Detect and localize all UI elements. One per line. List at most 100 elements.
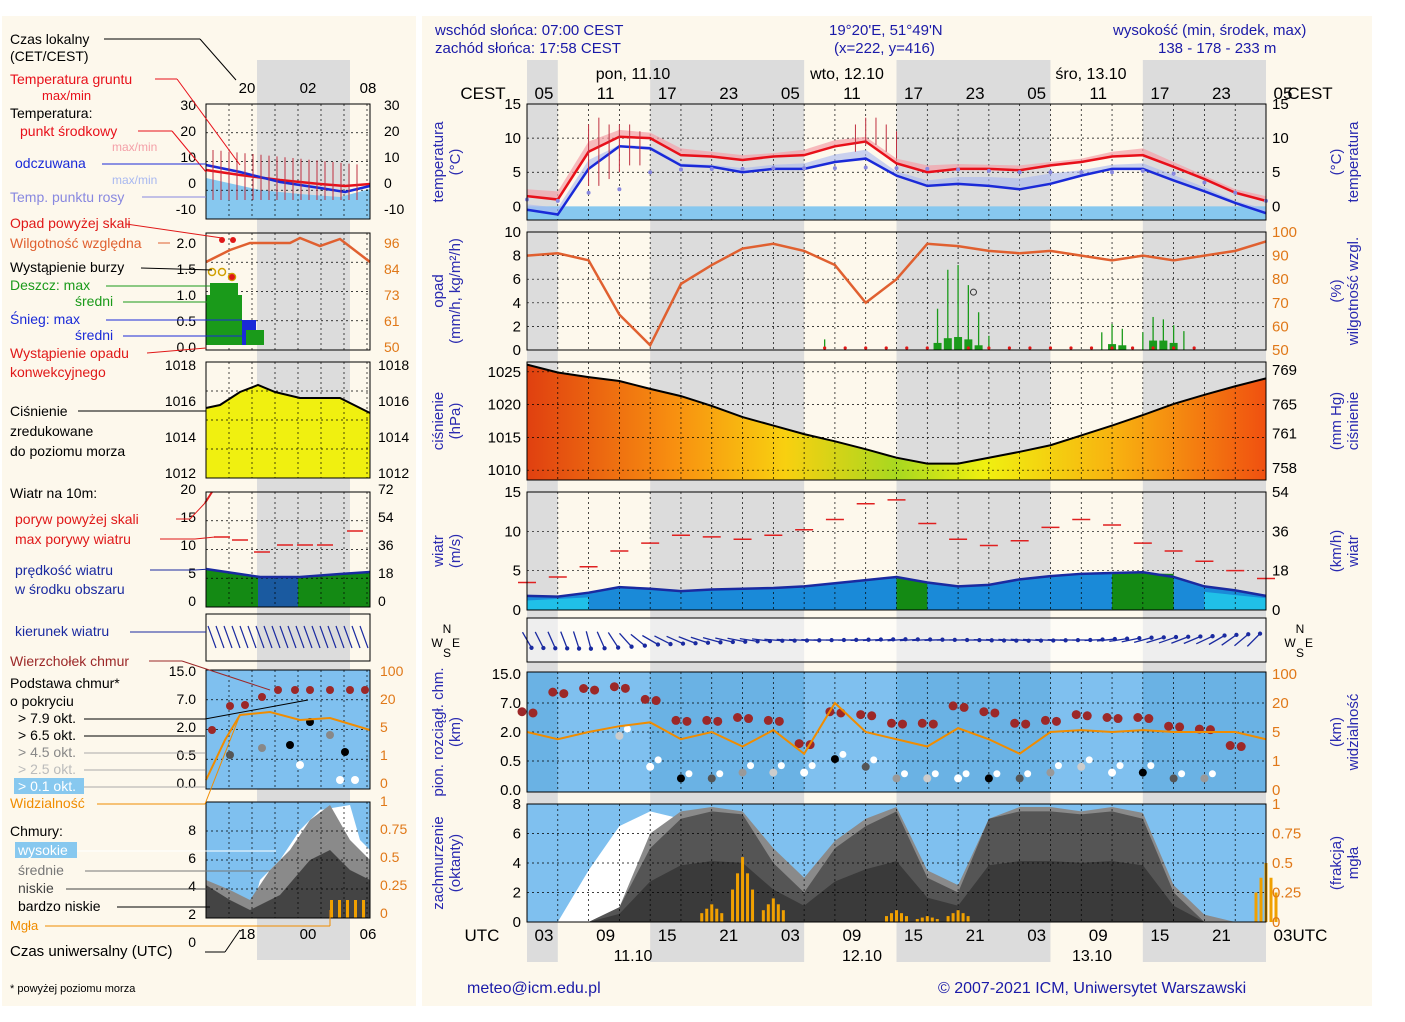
dew-point-dot	[771, 166, 776, 171]
cloud-top-dot	[1040, 715, 1050, 725]
wind-arrow	[678, 636, 696, 644]
convective-dot	[1089, 346, 1094, 350]
dew-point-dot	[586, 190, 591, 195]
legend-okt-0: > 7.9 okt.	[18, 710, 76, 726]
axis-title-right: wiatr	[1345, 535, 1362, 568]
day-label-top: śro, 13.10	[1055, 66, 1126, 83]
legend-snow-max: Śnieg: max	[10, 310, 80, 327]
legend-wind-frame	[205, 491, 371, 608]
wind-arrow	[1133, 637, 1152, 643]
wind-arrow	[1234, 633, 1249, 647]
cloud-top-dot	[1175, 722, 1185, 732]
axis-title-left: zachmurzenie	[430, 816, 447, 909]
day-label-top: pon, 11.10	[596, 66, 671, 83]
legend-gusts	[214, 530, 363, 553]
wind-arrow-head	[576, 646, 582, 651]
wind-speed-line	[526, 570, 1267, 598]
cloud-base-dot	[1108, 768, 1117, 777]
wind-arrow-head	[705, 640, 711, 645]
local-hour-tick: 11	[843, 84, 861, 103]
legend-cl-mid: średnie	[18, 862, 64, 878]
convective-dot	[823, 346, 827, 350]
wind-arrow-head	[1124, 636, 1130, 641]
fog-bar	[781, 910, 785, 922]
dew-point-dot	[1202, 180, 1207, 185]
convective-dot	[1048, 346, 1053, 350]
rain-mean-bar	[1118, 345, 1127, 350]
cloud-base-dot	[707, 774, 716, 783]
wind-arrow-head	[602, 646, 607, 651]
fog-bar	[890, 913, 893, 922]
legend-temp-mid: punkt środkowy	[20, 123, 117, 139]
wind-speed-light-area	[1204, 591, 1266, 610]
cloud-top-dot	[713, 716, 723, 726]
convective-dot	[1130, 346, 1135, 350]
legend-grid	[206, 233, 370, 350]
local-hour-tick: 17	[1150, 84, 1169, 103]
wind-arrow-head	[1161, 635, 1166, 640]
axis-title-left: wiatr	[430, 535, 447, 568]
cloud-base-dot	[962, 770, 970, 778]
cloud-top-dot	[620, 683, 630, 693]
convective-dot	[1028, 346, 1032, 350]
wind-arrow	[654, 635, 671, 645]
fog-bar	[956, 910, 960, 922]
legend-over-dot	[230, 237, 236, 243]
legend-cl-low: niskie	[18, 880, 54, 896]
fog-bar	[720, 913, 724, 922]
coords-text: 19°20'E, 51°49'N	[829, 22, 943, 39]
legend-cloudh-tick-l: 2.0	[177, 719, 197, 735]
elevation-label: wysokość (min, środek, max)	[1113, 22, 1307, 39]
fog-bar	[900, 913, 903, 922]
legend-cloud-top-dot	[361, 686, 369, 694]
legend-cloudh-tick-l: 0.5	[177, 747, 197, 763]
legend-wind-arrow	[335, 625, 345, 649]
legend-okt-3: > 2.5 okt.	[18, 761, 76, 777]
legend-humidity: Wilgotność względna	[10, 235, 142, 251]
axis-title-right: mgła	[1345, 846, 1362, 879]
legend-cloud-top-label: Wierzchołek chmur	[10, 653, 129, 669]
wind-arrow-head	[1173, 634, 1179, 640]
cloud-top-dot	[1021, 719, 1031, 729]
legend-cloudh-tick-l: 0.0	[177, 775, 197, 791]
cloud-top-dot	[887, 718, 896, 728]
legend-grid	[206, 802, 370, 918]
legend-leader	[125, 223, 223, 239]
legend-cloudh-tick-r: 5	[380, 719, 388, 735]
contact-email[interactable]: meteo@icm.edu.pl	[467, 980, 601, 997]
wind-arrow-head	[680, 641, 686, 646]
dew-point-dot	[678, 167, 683, 172]
kmh-tick-right: 36	[1272, 523, 1289, 540]
local-hour-tick: 11	[597, 84, 615, 103]
wind-arrow	[630, 633, 646, 647]
fog-tick-right: 0.5	[1272, 855, 1293, 872]
legend-feels: odczuwana	[15, 155, 86, 171]
utc-hour-tick: 03	[1274, 926, 1293, 945]
mmhg-tick-right: 761	[1272, 425, 1297, 442]
cloud-base-dot	[1208, 770, 1216, 778]
cloud-base-dot	[1015, 774, 1024, 783]
legend-grid	[206, 362, 370, 478]
axis-title-right: widzialność	[1345, 693, 1362, 771]
wind-arrow	[1208, 634, 1225, 646]
fog-bar	[700, 913, 704, 922]
precip-tick-left: 4	[513, 295, 521, 312]
local-hour-tick: 05	[781, 84, 800, 103]
compass-e: E	[1305, 636, 1313, 650]
cloud-base-dot	[646, 762, 655, 771]
wind-arrow-head	[565, 646, 570, 651]
legend-temp-tick-l: 30	[180, 97, 196, 113]
pressure-frame	[526, 361, 1267, 481]
wind-arrow-head	[615, 645, 621, 650]
cloud-base-dot	[892, 774, 901, 783]
axis-title-right: (%)	[1328, 279, 1345, 302]
legend-cloud-top	[208, 686, 369, 734]
axis-title-right: (km)	[1328, 717, 1345, 747]
cloud-top-dot	[590, 685, 600, 695]
legend-dew: Temp. punktu rosy	[10, 189, 124, 205]
wind-arrow	[690, 636, 709, 644]
dew-point-dot	[740, 166, 745, 171]
legend-cloud-base-label: Podstawa chmur*	[10, 675, 120, 691]
legend-wind-tick-r: 54	[378, 509, 394, 525]
legend-okt-4: > 0.1 okt.	[18, 778, 76, 794]
